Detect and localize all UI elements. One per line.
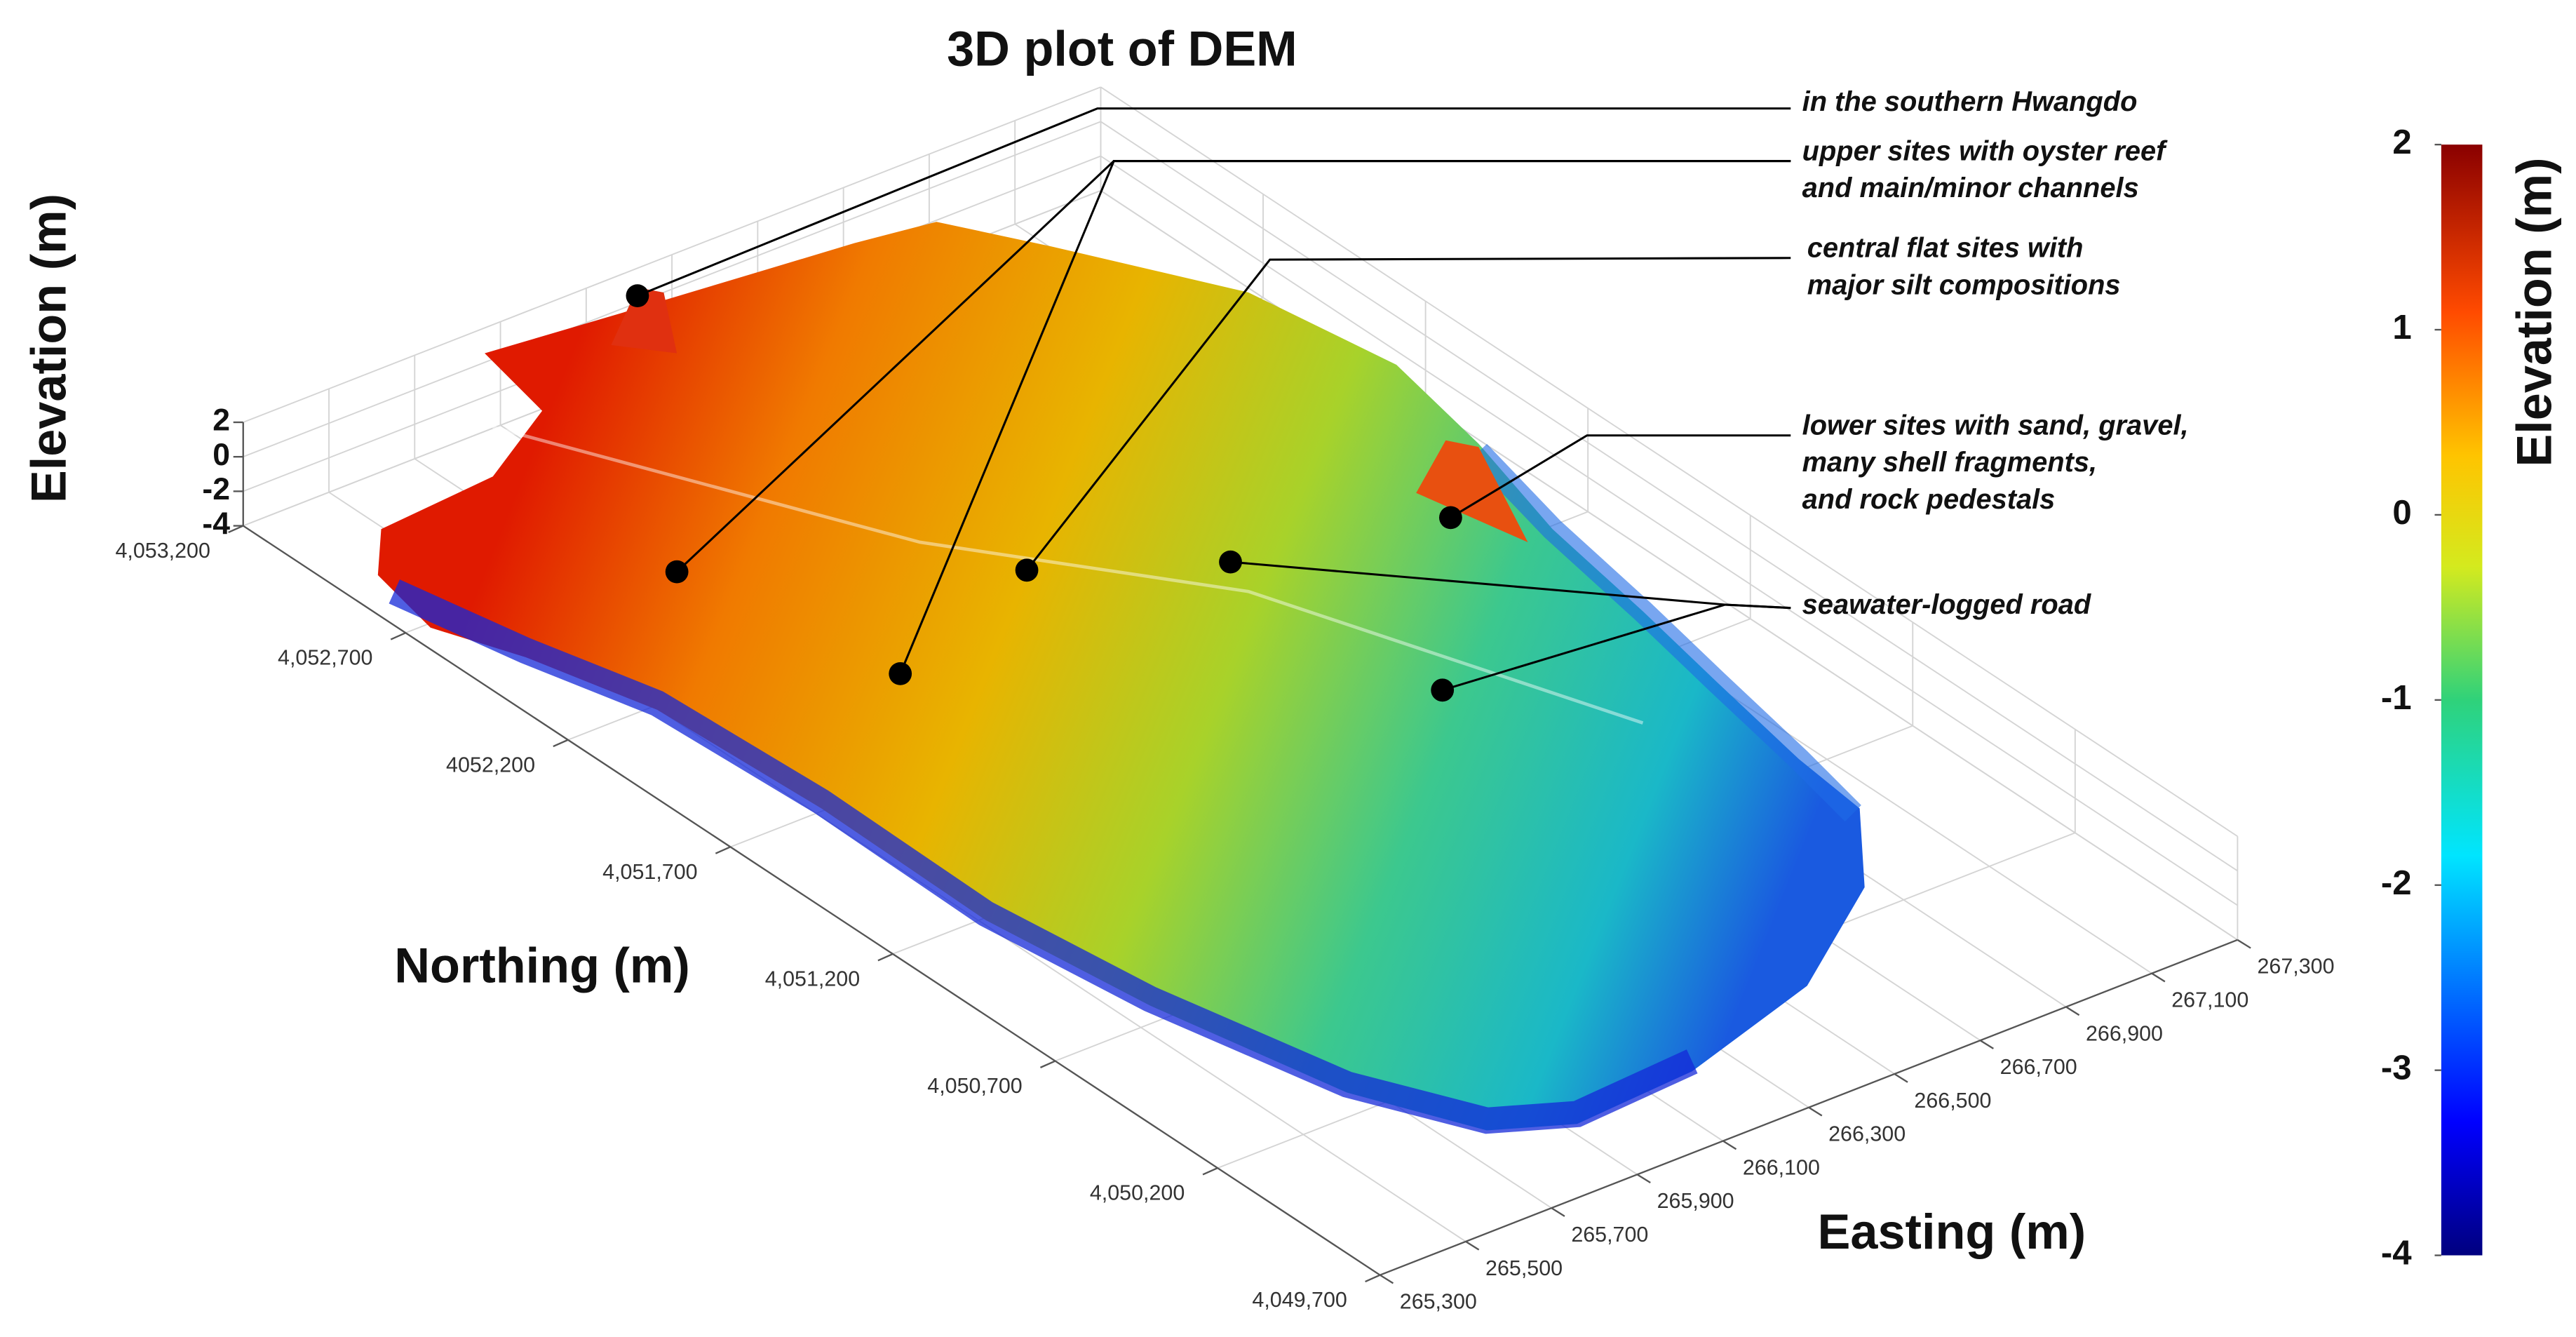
grid-line — [243, 121, 1101, 458]
x-tick — [1636, 1174, 1651, 1184]
y-tick-label: 4,051,700 — [602, 860, 697, 884]
z-tick-label: -2 — [202, 472, 230, 506]
site-marker — [665, 560, 689, 584]
colorbar: 2 1 0 -1 -2 -3 -4 — [2381, 123, 2483, 1272]
x-tick — [2237, 939, 2251, 949]
colorbar-tick-label: -4 — [2381, 1234, 2412, 1272]
leader-line — [637, 107, 1791, 297]
annotation-text: upper sites with oyster reef — [1802, 135, 2168, 166]
site-marker — [889, 661, 912, 685]
y-tick-label: 4,051,200 — [765, 967, 860, 990]
annotation-text: and rock pedestals — [1802, 484, 2056, 515]
site-marker — [1431, 678, 1455, 702]
annotation-text: central flat sites with — [1807, 233, 2084, 264]
x-tick-label: 265,900 — [1657, 1189, 1734, 1213]
road — [492, 425, 1644, 725]
grid-line — [1100, 121, 2238, 872]
colorbar-tick-label: -2 — [2381, 864, 2412, 902]
y-tick — [1039, 1060, 1056, 1068]
x-tick — [1894, 1073, 1908, 1083]
x-axis-label: Easting (m) — [1818, 1204, 2086, 1259]
x-tick — [2151, 972, 2166, 983]
x-tick — [1551, 1207, 1565, 1217]
y-tick — [715, 846, 731, 854]
annotation-text: seawater-logged road — [1802, 589, 2091, 620]
x-tick — [1808, 1106, 1823, 1117]
y-tick-label: 4,050,200 — [1090, 1181, 1185, 1205]
annotation-text: lower sites with sand, gravel, — [1802, 410, 2189, 441]
colorbar-scale — [2441, 145, 2483, 1256]
y-tick — [1202, 1167, 1218, 1176]
y-tick — [1365, 1274, 1381, 1283]
z-tick-label: 0 — [213, 438, 230, 472]
x-tick-label: 267,100 — [2171, 988, 2248, 1012]
chart-title: 3D plot of DEM — [947, 21, 1297, 76]
z-tick-label: 2 — [213, 403, 230, 438]
y-tick-label: 4,052,700 — [278, 646, 372, 670]
colorbar-tick-label: 1 — [2392, 308, 2411, 347]
y-tick-label: 4052,200 — [446, 753, 535, 777]
site-marker — [1219, 550, 1242, 574]
x-tick — [1380, 1274, 1394, 1284]
leader-line — [1025, 257, 1791, 571]
x-tick-label: 266,900 — [2086, 1021, 2163, 1045]
x-tick-label: 266,100 — [1743, 1155, 1820, 1179]
leader-line — [1442, 603, 1791, 692]
annotations: in the southern Hwangdo upper sites with … — [626, 86, 2189, 702]
x-tick — [2065, 1006, 2080, 1016]
x-tick-label: 265,700 — [1571, 1223, 1648, 1247]
site-marker — [1438, 506, 1462, 530]
colorbar-tick-label: 0 — [2392, 493, 2411, 532]
surface-lower-edge — [389, 579, 1698, 1134]
grid-line — [243, 86, 1101, 423]
y-tick-label: 4,053,200 — [115, 539, 210, 563]
x-tick — [1722, 1140, 1737, 1150]
y-axis — [243, 525, 1381, 1276]
z-tick-label: -4 — [202, 506, 230, 541]
colorbar-label: Elevation (m) — [2507, 157, 2562, 466]
y-tick — [877, 953, 893, 962]
x-tick-label: 265,500 — [1485, 1256, 1563, 1280]
leader-line — [1450, 434, 1791, 519]
x-tick — [1979, 1040, 1994, 1049]
y-tick — [228, 525, 244, 534]
dem-surface — [377, 222, 1865, 1131]
surface — [377, 222, 1865, 1134]
x-tick — [1465, 1240, 1480, 1251]
annotation-text: major silt compositions — [1807, 269, 2121, 300]
colorbar-tick-label: 2 — [2392, 123, 2411, 161]
y-tick-label: 4,049,700 — [1252, 1288, 1347, 1312]
leader-line — [899, 160, 1791, 674]
y-tick — [390, 632, 406, 640]
colorbar-tick-label: -3 — [2381, 1049, 2412, 1087]
y-axis-label: Northing (m) — [394, 938, 690, 993]
mound — [611, 287, 677, 354]
surface-right-edge — [1470, 443, 1861, 822]
y-tick — [553, 739, 569, 748]
axes: 265,300 265,500 265,700 265,900 266,100 266,3… — [115, 403, 2334, 1314]
grid-line — [1100, 86, 2238, 838]
annotation-text: many shell fragments, — [1802, 447, 2097, 478]
colorbar-tick-label: -1 — [2381, 678, 2412, 717]
grid-line — [1100, 155, 2238, 906]
mound — [1416, 440, 1528, 542]
site-marker — [626, 284, 649, 308]
x-tick-label: 266,500 — [1914, 1089, 1991, 1113]
x-tick-label: 265,300 — [1400, 1290, 1477, 1314]
x-tick-label: 267,300 — [2258, 955, 2335, 979]
site-marker — [1015, 558, 1039, 582]
z-axis-label: Elevation (m) — [21, 194, 76, 503]
annotation-text: and main/minor channels — [1802, 173, 2139, 203]
y-tick-label: 4,050,700 — [927, 1074, 1022, 1098]
annotation-text: in the southern Hwangdo — [1802, 86, 2138, 117]
x-tick-label: 266,700 — [2000, 1055, 2077, 1079]
x-tick-label: 266,300 — [1828, 1122, 1906, 1146]
